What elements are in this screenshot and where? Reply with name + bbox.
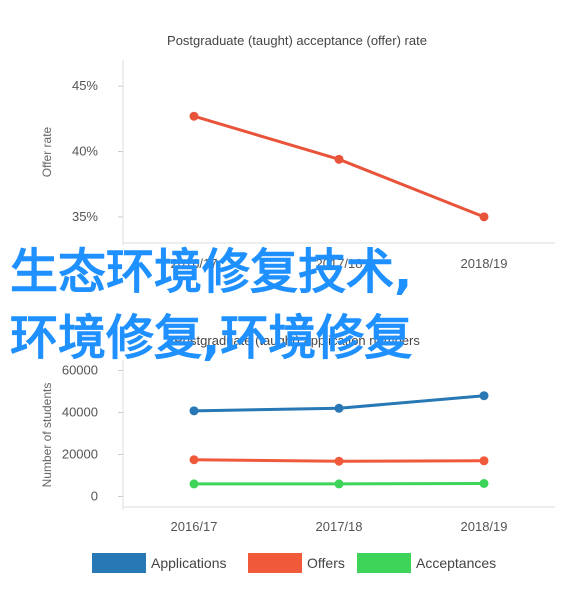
chart2-data-point xyxy=(190,455,199,464)
legend-label: Applications xyxy=(151,555,227,571)
chart1-y-tick-label: 40% xyxy=(72,144,98,159)
chart2-data-point xyxy=(335,404,344,413)
chart2-legend: Applications Offers Acceptances xyxy=(92,553,496,573)
overlay-text-line-1: 生态环境修复技术, xyxy=(10,244,580,300)
chart1-title: Postgraduate (taught) acceptance (offer)… xyxy=(167,33,427,48)
legend-swatch xyxy=(92,553,146,573)
chart2-x-ticks: 2016/17 2017/18 2018/19 xyxy=(171,519,508,534)
chart2-x-tick-label: 2018/19 xyxy=(461,519,508,534)
chart2-data-point xyxy=(190,406,199,415)
legend-swatch xyxy=(357,553,411,573)
legend-item-offers[interactable]: Offers xyxy=(248,553,345,573)
chart1-data-point xyxy=(335,155,344,164)
legend-item-applications[interactable]: Applications xyxy=(92,553,227,573)
overlay-text-line-2: 环境修复,环境修复 xyxy=(10,310,580,366)
chart2-y-axis-label: Number of students xyxy=(40,383,54,488)
chart1-data-point xyxy=(480,212,489,221)
chart2-x-tick-label: 2017/18 xyxy=(316,519,363,534)
chart2-x-tick-label: 2016/17 xyxy=(171,519,218,534)
chart1-data-point xyxy=(190,112,199,121)
legend-swatch xyxy=(248,553,302,573)
chart2-y-tick-label: 40000 xyxy=(62,405,98,420)
chart1-series-line xyxy=(194,116,484,217)
legend-label: Acceptances xyxy=(416,555,496,571)
chart2-data-point xyxy=(480,391,489,400)
chart2-y-tick-label: 0 xyxy=(91,489,98,504)
chart2-series xyxy=(190,391,489,488)
chart1-y-axis-label: Offer rate xyxy=(40,126,54,177)
chart2-y-tick-label: 20000 xyxy=(62,447,98,462)
chart2-data-point xyxy=(480,456,489,465)
legend-item-acceptances[interactable]: Acceptances xyxy=(357,553,496,573)
chart1-series xyxy=(190,112,489,222)
chart1-y-ticks: 35% 40% 45% xyxy=(72,78,123,224)
chart2-data-point xyxy=(335,457,344,466)
chart2-data-point xyxy=(335,479,344,488)
legend-label: Offers xyxy=(307,555,345,571)
chart1-y-tick-label: 35% xyxy=(72,209,98,224)
chart2-data-point xyxy=(190,479,199,488)
chart1-y-tick-label: 45% xyxy=(72,78,98,93)
chart2-data-point xyxy=(480,479,489,488)
